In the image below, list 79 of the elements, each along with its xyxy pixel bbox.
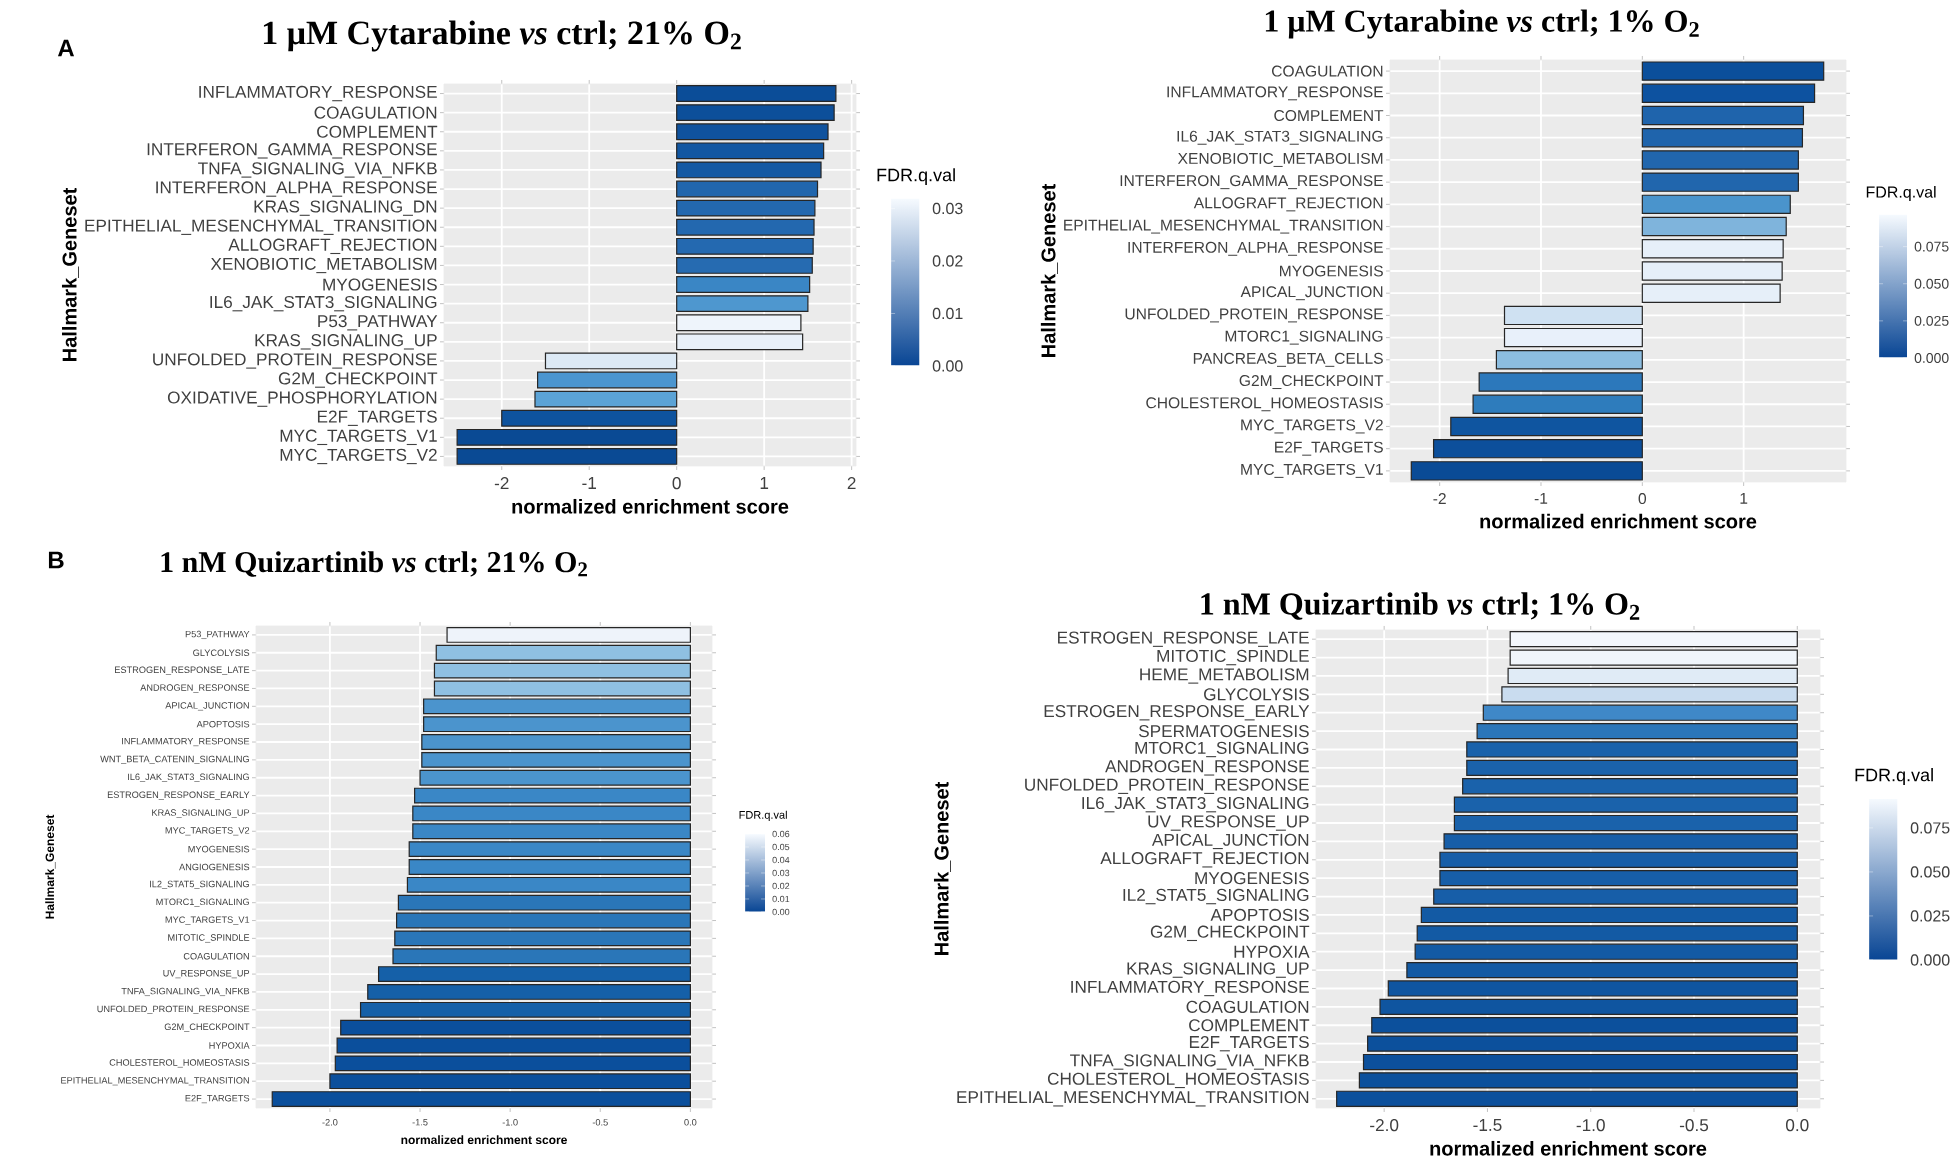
y-tick-label: COAGULATION [314,106,437,119]
y-tick-label: ESTROGEN_RESPONSE_LATE [1058,631,1309,647]
y-tick-label: TNFA_SIGNALING_VIA_NFKB [198,162,437,178]
y-tick-label: KRAS_SIGNALING_UP [255,334,437,350]
x-tick-label: 1 [760,477,769,489]
y-tick-label: P53_PATHWAY [318,315,438,331]
color-bar-label: 0.01 [932,307,963,320]
x-tick-label: -1.0 [1576,1119,1605,1132]
color-bar-title: FDR.q.val [877,168,955,185]
y-tick-label: UV_RESPONSE_UP [1148,815,1309,831]
x-tick-label: -0.5 [1679,1119,1709,1132]
color-bar-label: 0.050 [1910,866,1950,878]
y-tick-label: INTERFERON_ALPHA_RESPONSE [156,181,437,197]
color-bar-label: 0.02 [932,255,963,267]
y-axis-title: Hallmark_Geneset [61,187,79,361]
color-bar-title: FDR.q.val [1855,768,1933,785]
y-tick-label: SPERMATOGENESIS [1138,725,1309,738]
y-tick-label: HEME_METABOLISM [1140,668,1309,684]
y-tick-label: TNFA_SIGNALING_VIA_NFKB [1070,1054,1309,1070]
y-tick-label: IL2_STAT5_SIGNALING [1123,888,1309,905]
y-tick-label: ALLOGRAFT_REJECTION [228,238,437,255]
color-bar-label: 0.025 [1910,910,1950,922]
y-tick-label: HYPOXIA [1234,945,1310,958]
y-tick-label: E2F_TARGETS [1189,1035,1309,1052]
y-tick-label: IL6_JAK_STAT3_SIGNALING [1082,796,1309,813]
y-tick-label: KRAS_SIGNALING_UP [1127,962,1309,978]
y-tick-label: ALLOGRAFT_REJECTION [1100,852,1309,868]
y-tick-label: CHOLESTEROL_HOMEOSTASIS [1047,1072,1309,1089]
y-tick-label: KRAS_SIGNALING_DN [254,200,437,216]
x-tick-label: 0.0 [1785,1119,1809,1132]
y-tick-label: G2M_CHECKPOINT [1150,925,1310,942]
x-axis-title: normalized enrichment score [1430,1140,1707,1156]
y-tick-label: OXIDATIVE_PHOSPHORYLATION [167,391,437,407]
y-tick-label: EPITHELIAL_MESENCHYMAL_TRANSITION [85,219,437,235]
x-axis-title: normalized enrichment score [1480,513,1757,529]
x-tick-label: -2.0 [1370,1119,1399,1132]
y-tick-label: UNFOLDED_PROTEIN_RESPONSE [153,353,437,369]
chart-title: 1 nM Quizartinib vs ctrl; 1% O$_{2}$ [1201,592,1640,620]
y-tick-label: COMPLEMENT [1189,1019,1310,1032]
chart-title: 1 nM Quizartinib vs ctrl; 21% O$_{2}$ [161,551,587,577]
y-tick-label: G2M_CHECKPOINT [278,372,438,388]
color-bar-label: 0.00 [932,360,963,372]
y-axis-title: Hallmark_Geneset [1040,183,1058,357]
x-tick-label: 0 [672,477,681,490]
y-tick-label: MYOGENESIS [323,278,437,291]
y-tick-label: MTORC1_SIGNALING [1135,741,1309,758]
y-tick-label: APICAL_JUNCTION [1151,833,1309,850]
y-tick-label: ANDROGEN_RESPONSE [1105,760,1309,776]
y-tick-label: UNFOLDED_PROTEIN_RESPONSE [1025,778,1309,794]
y-tick-label: COMPLEMENT [317,125,438,138]
chart-title: 1 μM Cytarabine vs ctrl; 21% O$_{2}$ [263,20,741,52]
text: B [48,551,64,569]
x-tick-label: -2 [494,477,509,490]
y-tick-label: XENOBIOTIC_METABOLISM [210,257,437,274]
y-tick-label: MYC_TARGETS_V1 [280,429,437,446]
color-bar-label: 0.075 [1910,822,1950,834]
y-tick-label: COAGULATION [1186,1000,1309,1013]
y-tick-label: APOPTOSIS [1210,908,1309,922]
x-tick-label: -1 [582,477,597,489]
y-tick-label: ESTROGEN_RESPONSE_EARLY [1044,705,1310,721]
y-tick-label: INTERFERON_GAMMA_RESPONSE [147,143,437,159]
x-axis-title: normalized enrichment score [512,498,789,514]
y-tick-label: IL6_JAK_STAT3_SIGNALING [210,295,437,312]
y-tick-label: INFLAMMATORY_RESPONSE [199,85,437,102]
y-tick-label: MITOTIC_SPINDLE [1157,649,1309,666]
text: A [57,39,75,57]
y-tick-label: INFLAMMATORY_RESPONSE [1071,980,1309,997]
y-tick-label: MYOGENESIS [1195,872,1309,885]
y-axis-title: Hallmark_Geneset [933,781,951,955]
y-tick-label: GLYCOLYSIS [1204,688,1309,701]
color-bar-label: 0.03 [932,202,963,215]
color-bar-title: FDR.q.val [1866,185,1936,201]
x-tick-label: 2 [847,477,856,490]
color-bar-label: 0.000 [1910,954,1950,966]
y-tick-label: E2F_TARGETS [317,410,437,426]
x-tick-label: -1.5 [1473,1119,1502,1132]
chart-title: 1 μM Cytarabine vs ctrl; 1% O$_{2}$ [1265,9,1699,39]
y-tick-label: EPITHELIAL_MESENCHYMAL_TRANSITION [957,1091,1309,1107]
y-tick-label: MYC_TARGETS_V2 [280,448,437,465]
